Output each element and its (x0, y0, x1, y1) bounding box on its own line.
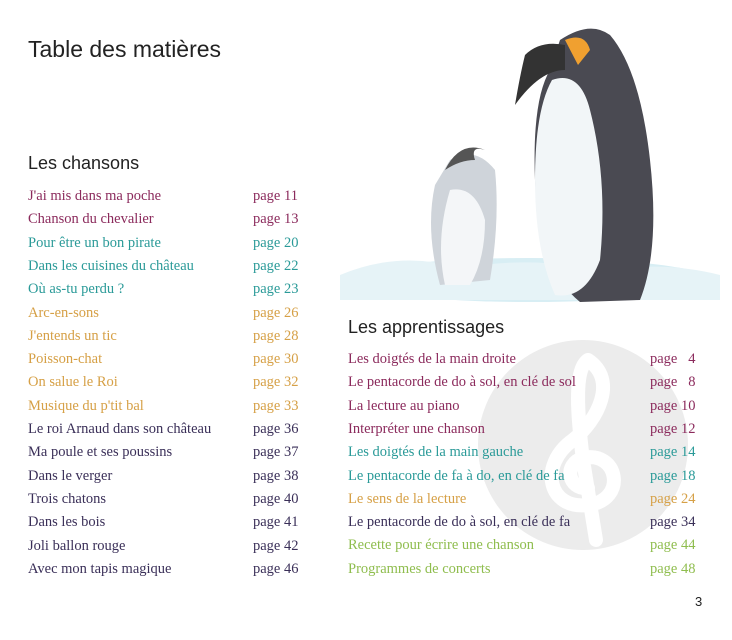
toc-entry[interactable]: Dans les cuisines du château page 22 (28, 255, 388, 277)
toc-entry[interactable]: Les doigtés de la main droite page 4 (348, 348, 708, 370)
toc-entry-title: Pour être un bon pirate (28, 234, 161, 251)
toc-entry-title: Les doigtés de la main droite (348, 351, 516, 367)
toc-entry-title: J'ai mis dans ma poche (28, 188, 162, 204)
toc-entry-page: page 42 (253, 537, 299, 554)
toc-entry-title: Les doigtés de la main gauche (348, 444, 524, 461)
toc-entry-page: page 32 (253, 374, 299, 391)
toc-entry[interactable]: Avec mon tapis magique page 46 (28, 558, 388, 580)
toc-entry-page: page 44 (650, 537, 696, 554)
toc-entry-title: Ma poule et ses poussins (28, 444, 173, 461)
toc-entry-title: J'entends un tic (28, 327, 117, 344)
toc-entry-page: page 26 (253, 304, 299, 321)
toc-entry-title: Joli ballon rouge (28, 537, 126, 554)
toc-entry-page: page 36 (253, 421, 299, 437)
toc-entry-title: Dans les cuisines du château (28, 257, 194, 274)
toc-entry[interactable]: Poisson-chat page 30 (28, 348, 388, 370)
toc-entry-page: page 14 (650, 444, 696, 461)
page-title: Table des matières (28, 36, 222, 62)
toc-entry-page: page 10 (650, 397, 696, 414)
toc-entry-title: Trois chatons (28, 490, 107, 507)
toc-entry[interactable]: Le pentacorde de do à sol, en clé de sol… (348, 371, 708, 393)
toc-entry-title: Où as-tu perdu ? (28, 281, 125, 298)
toc-entry[interactable]: J'ai mis dans ma poche page 11 (28, 185, 388, 207)
toc-entry[interactable]: Arc-en-sons page 26 (28, 302, 388, 324)
toc-entry-title: Avec mon tapis magique (28, 560, 172, 577)
toc-entry[interactable]: On salue le Roi page 32 (28, 371, 388, 393)
toc-entry-title: La lecture au piano (348, 397, 460, 414)
toc-entry-title: Le pentacorde de do à sol, en clé de sol (348, 374, 576, 391)
section-heading-chansons: Les chansons (28, 153, 140, 173)
toc-entry[interactable]: Les doigtés de la main gauche page 14 (348, 441, 708, 463)
toc-entry-title: Le pentacorde de fa à do, en clé de fa (348, 467, 565, 484)
toc-entry-page: page 8 (650, 374, 696, 391)
toc-entry-page: page 37 (253, 444, 299, 461)
toc-entry-title: Recette pour écrire une chanson (348, 537, 534, 554)
toc-entry[interactable]: Recette pour écrire une chanson page 44 (348, 534, 708, 556)
toc-entry-title: Poisson-chat (28, 351, 103, 368)
toc-entry-title: Le pentacorde de do à sol, en clé de fa (348, 514, 571, 531)
toc-entry-page: page 4 (650, 351, 696, 367)
section-heading-apprentissages: Les apprentissages (348, 317, 505, 337)
toc-entry-page: page 28 (253, 327, 299, 344)
toc-entry-page: page 22 (253, 257, 299, 274)
toc-entry[interactable]: Le roi Arnaud dans son château page 36 (28, 418, 388, 440)
toc-entry[interactable]: J'entends un tic page 28 (28, 325, 388, 347)
toc-entry-page: page 38 (253, 467, 299, 484)
toc-entry[interactable]: Le sens de la lecture page 24 (348, 488, 708, 510)
toc-entry-page: page 24 (650, 490, 696, 507)
toc-entry-page: page 48 (650, 560, 696, 577)
toc-entry-page: page 34 (650, 514, 696, 531)
toc-entry[interactable]: La lecture au piano page 10 (348, 395, 708, 417)
toc-entry-page: page 20 (253, 234, 299, 251)
toc-entry-title: Arc-en-sons (28, 304, 99, 321)
toc-entry-title: Dans le verger (28, 467, 113, 484)
toc-entry[interactable]: Où as-tu perdu ? page 23 (28, 278, 388, 300)
toc-entry[interactable]: Ma poule et ses poussins page 37 (28, 441, 388, 463)
toc-entry-page: page 30 (253, 351, 299, 368)
toc-entry-title: Le roi Arnaud dans son château (28, 421, 212, 437)
penguin-illustration (340, 10, 720, 315)
toc-entry-title: On salue le Roi (28, 374, 118, 391)
toc-entry[interactable]: Dans le verger page 38 (28, 465, 388, 487)
toc-entry-title: Le sens de la lecture (348, 490, 467, 507)
toc-entry-page: page 23 (253, 281, 299, 298)
toc-entry[interactable]: Pour être un bon pirate page 20 (28, 232, 388, 254)
page-number: 3 (695, 594, 703, 609)
toc-entry-page: page 33 (253, 397, 299, 414)
toc-entry[interactable]: Interpréter une chanson page 12 (348, 418, 708, 440)
toc-entry[interactable]: Musique du p'tit bal page 33 (28, 395, 388, 417)
toc-entry-page: page 41 (253, 514, 299, 531)
toc-entry-page: page 18 (650, 467, 696, 484)
toc-entry-page: page 11 (253, 188, 298, 204)
toc-entry-page: page 13 (253, 211, 299, 228)
toc-entry[interactable]: Chanson du chevalier page 13 (28, 208, 388, 230)
toc-entry-title: Interpréter une chanson (348, 420, 485, 437)
toc-entry-title: Musique du p'tit bal (28, 397, 144, 414)
toc-entry[interactable]: Programmes de concerts page 48 (348, 558, 708, 580)
toc-entry-title: Dans les bois (28, 514, 106, 531)
toc-entry-title: Programmes de concerts (348, 560, 491, 577)
treble-clef-watermark (478, 340, 688, 550)
toc-entry-page: page 12 (650, 420, 696, 437)
toc-entry[interactable]: Le pentacorde de fa à do, en clé de fa pa… (348, 465, 708, 487)
toc-entry-page: page 40 (253, 490, 299, 507)
toc-entry[interactable]: Trois chatons page 40 (28, 488, 388, 510)
toc-entry-page: page 46 (253, 560, 299, 577)
toc-entry[interactable]: Le pentacorde de do à sol, en clé de fa p… (348, 511, 708, 533)
toc-entry[interactable]: Dans les bois page 41 (28, 511, 388, 533)
toc-entry[interactable]: Joli ballon rouge page 42 (28, 535, 388, 557)
toc-entry-title: Chanson du chevalier (28, 211, 154, 228)
